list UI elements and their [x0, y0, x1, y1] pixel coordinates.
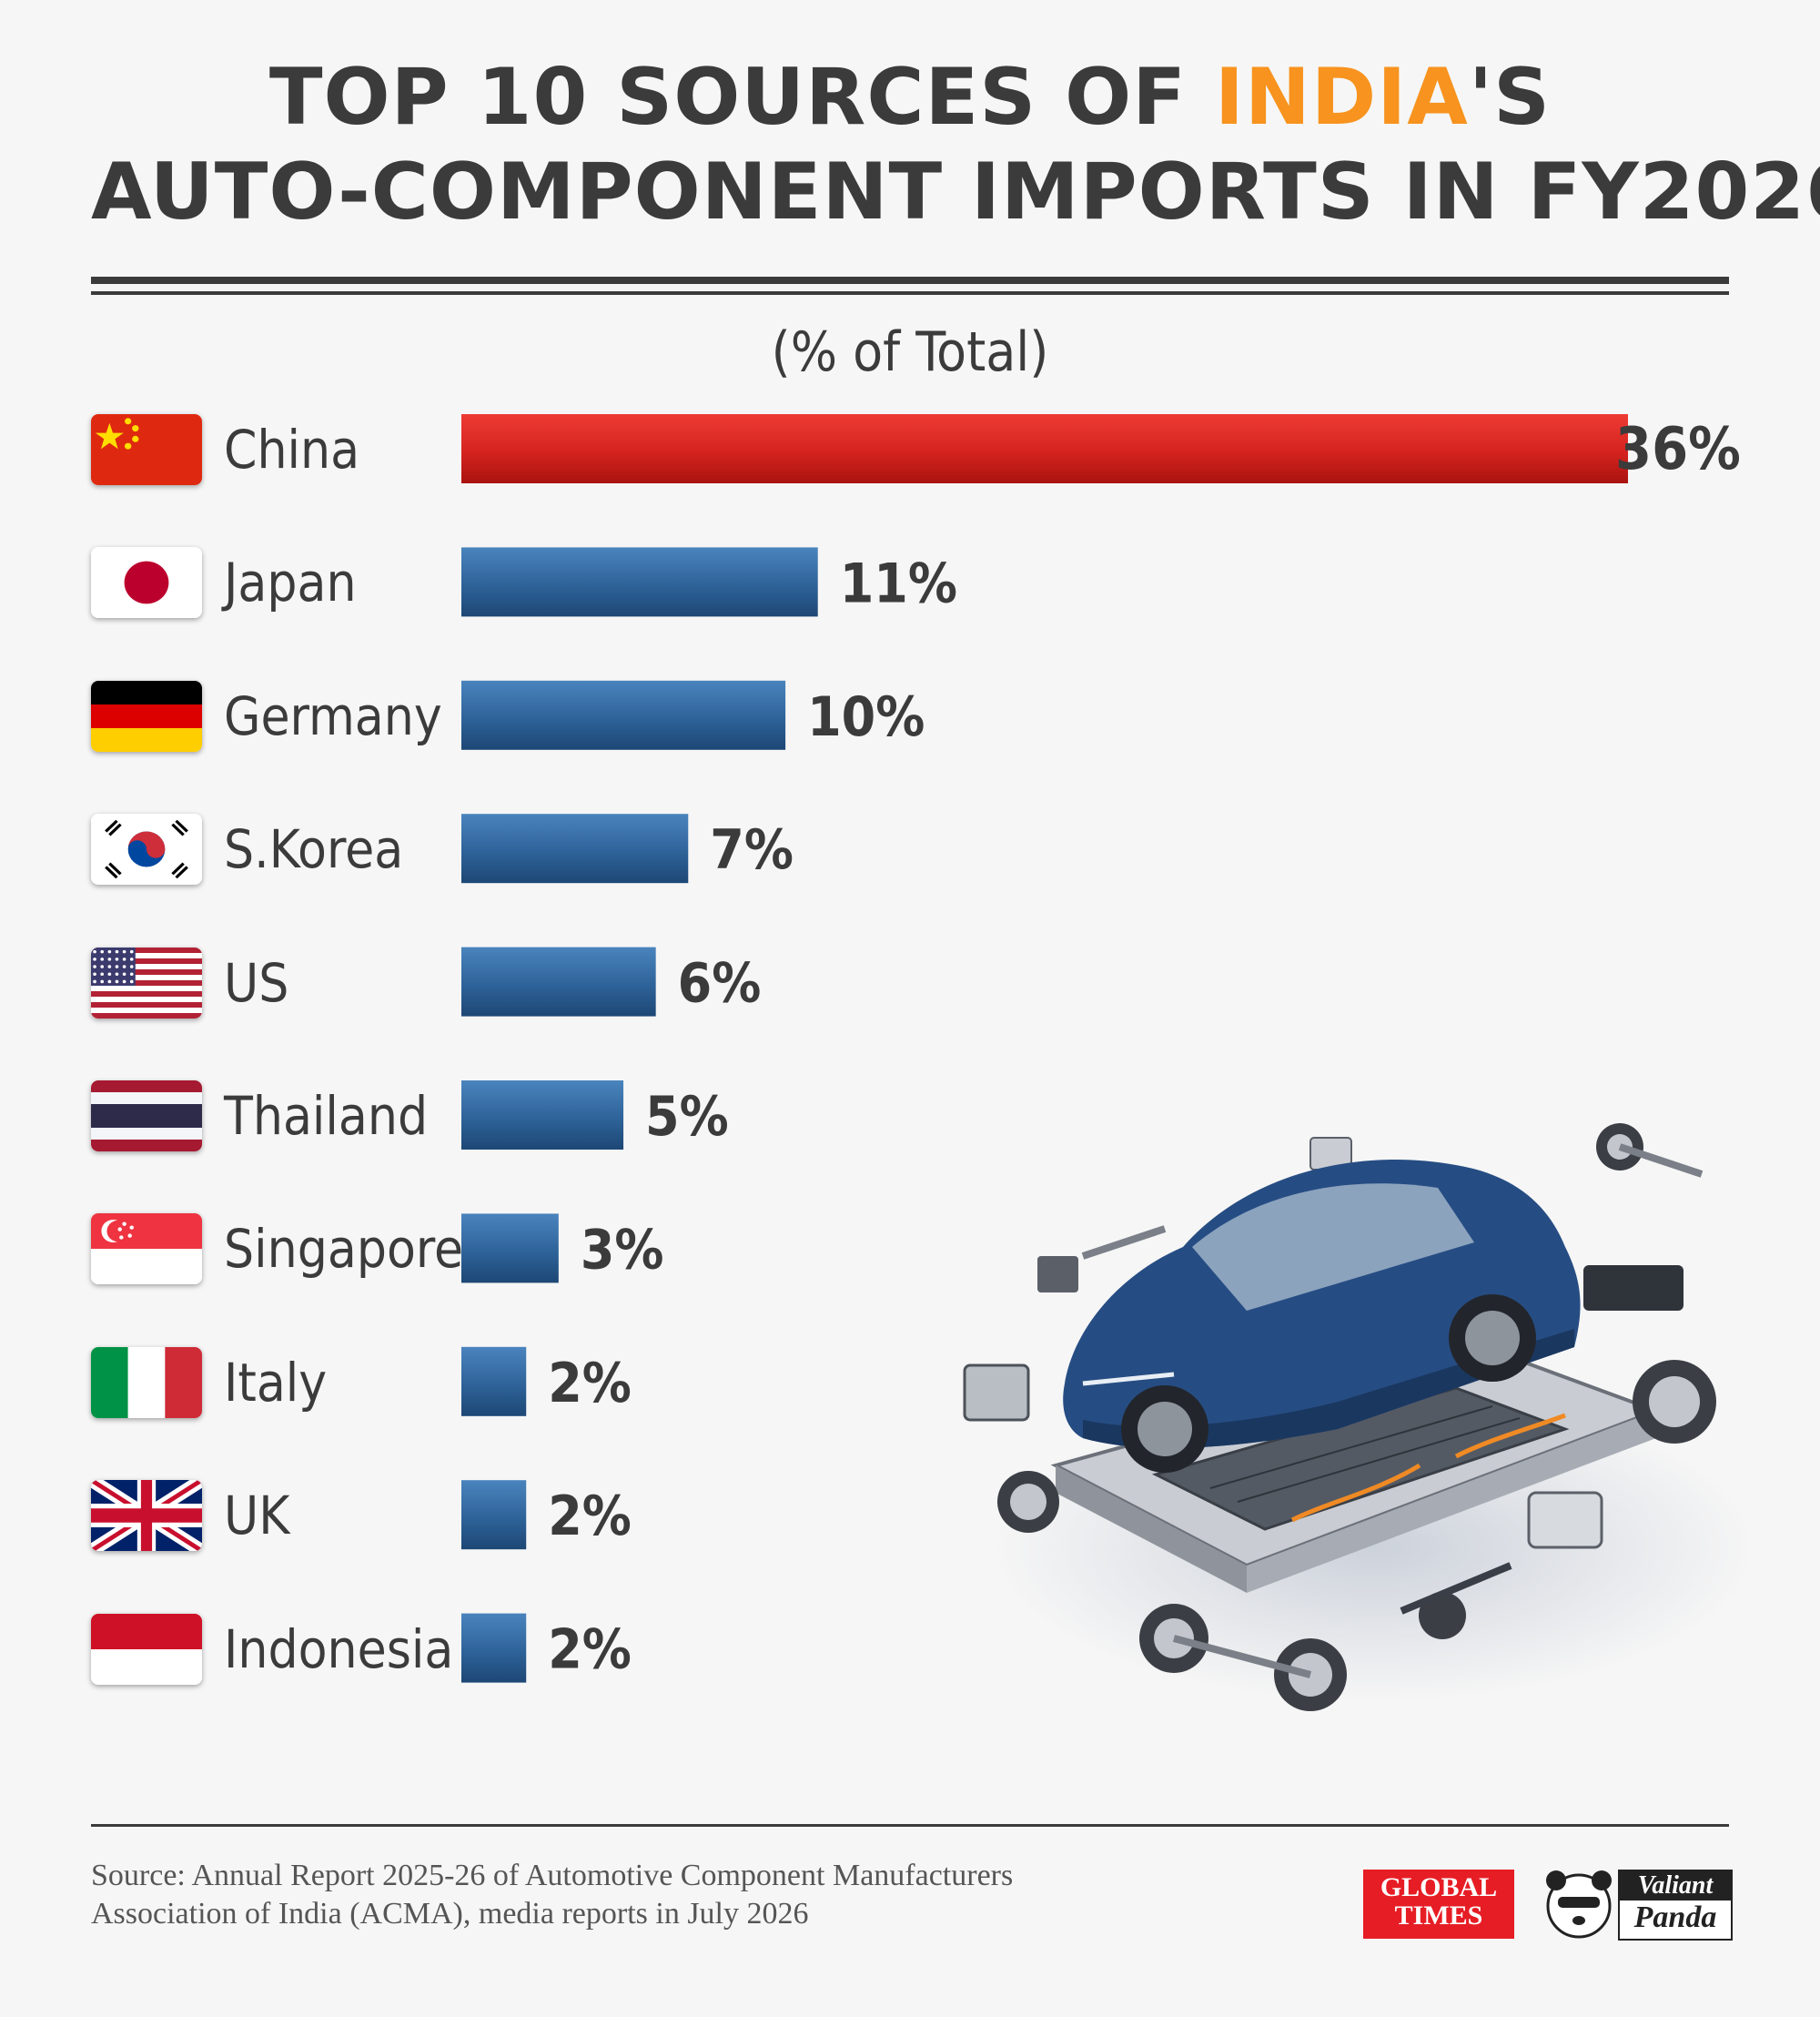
- china-flag: [91, 414, 202, 485]
- value-label: 36%: [1615, 416, 1741, 483]
- valiant-panda-logo: Valiant Panda: [1538, 1866, 1733, 1942]
- bar-china: [461, 414, 1628, 483]
- japan-flag: [91, 547, 202, 619]
- footer-rule: [91, 1824, 1729, 1827]
- source-note: Source: Annual Report 2025-26 of Automot…: [91, 1857, 1183, 1933]
- value-label: 3%: [581, 1218, 664, 1282]
- chart-subtitle: (% of Total): [771, 320, 1049, 384]
- title-rule-thin: [91, 291, 1729, 295]
- value-label: 2%: [548, 1618, 632, 1682]
- title-rule: [91, 277, 1729, 284]
- bar-indonesia: [461, 1613, 527, 1683]
- value-label: 5%: [645, 1085, 729, 1149]
- singapore-flag: [91, 1213, 202, 1285]
- us-flag: [91, 947, 202, 1019]
- category-label: Indonesia: [224, 1617, 454, 1680]
- category-label: Thailand: [224, 1085, 429, 1147]
- panda-icon: [1546, 1870, 1612, 1939]
- bar-singapore: [461, 1213, 559, 1283]
- value-label: 7%: [710, 818, 794, 882]
- title-line-1: TOP 10 SOURCES OF INDIA'S: [268, 52, 1552, 143]
- bar-uk: [461, 1480, 527, 1550]
- chart-title: TOP 10 SOURCES OF INDIA'S AUTO-COMPONENT…: [91, 50, 1820, 239]
- bar-germany: [461, 680, 786, 750]
- category-label: Italy: [224, 1351, 328, 1414]
- bar-us: [461, 947, 656, 1017]
- value-label: 11%: [840, 552, 957, 615]
- bar-thailand: [461, 1080, 624, 1150]
- thailand-flag: [91, 1080, 202, 1151]
- value-label: 6%: [678, 952, 762, 1016]
- value-label: 10%: [807, 685, 925, 749]
- title-line-2: AUTO-COMPONENT IMPORTS IN FY2026: [91, 147, 1820, 238]
- bar-skorea: [461, 814, 689, 884]
- category-label: Germany: [224, 684, 442, 747]
- value-label: 2%: [548, 1352, 632, 1415]
- bar-japan: [461, 547, 818, 617]
- indonesia-flag: [91, 1613, 202, 1685]
- parts-icons: [963, 1137, 1704, 1678]
- value-label: 2%: [548, 1485, 632, 1548]
- italy-flag: [91, 1346, 202, 1418]
- category-label: Japan: [224, 552, 357, 614]
- source-line-1: Source: Annual Report 2025-26 of Automot…: [91, 1859, 1014, 1892]
- car-body-icon: [1063, 1160, 1581, 1473]
- south-korea-flag: [91, 814, 202, 886]
- category-label: S.Korea: [224, 818, 404, 881]
- source-line-2: Association of India (ACMA), media repor…: [91, 1897, 809, 1931]
- uk-flag: [91, 1480, 202, 1552]
- global-times-logo: GLOBAL TIMES: [1363, 1870, 1514, 1939]
- category-label: UK: [224, 1485, 290, 1547]
- category-label: Singapore: [224, 1218, 464, 1281]
- category-label: China: [224, 419, 360, 481]
- title-highlight: INDIA: [1214, 52, 1469, 143]
- bar-italy: [461, 1346, 527, 1416]
- category-label: US: [224, 951, 289, 1014]
- germany-flag: [91, 680, 202, 752]
- ev-exploded-illustration: [963, 1123, 1747, 1711]
